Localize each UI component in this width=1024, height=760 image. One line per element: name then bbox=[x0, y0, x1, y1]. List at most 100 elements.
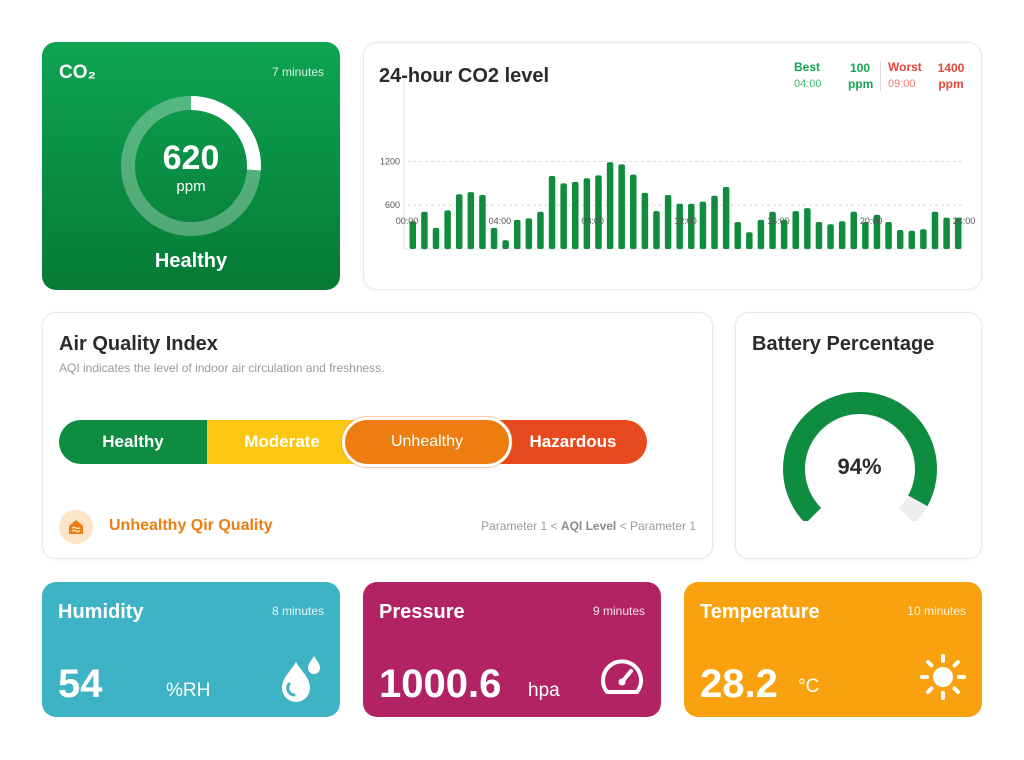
chart-bar bbox=[792, 211, 799, 249]
humidity-value: 54 bbox=[58, 662, 103, 706]
stat-divider bbox=[880, 61, 881, 91]
co2-card[interactable]: CO₂ 7 minutes 620 ppm Healthy bbox=[42, 42, 340, 290]
chart-bar bbox=[827, 224, 834, 249]
chart-bar bbox=[896, 230, 904, 249]
worst-value: 1400 ppm bbox=[934, 60, 968, 92]
best-label: Best bbox=[794, 60, 821, 74]
co2-bar-chart: 600 1200 00:00 04:00 08:00 12:00 16:00 20:00 24:… bbox=[380, 81, 975, 250]
chart-bar bbox=[479, 195, 486, 249]
chart-bar bbox=[641, 192, 649, 249]
sun-icon bbox=[920, 654, 966, 700]
chart-bar bbox=[513, 219, 521, 249]
chart-x-tick-label: 08:00 bbox=[581, 216, 604, 226]
aqi-title: Air Quality Index bbox=[59, 333, 218, 355]
chart-x-tick-label: 04:00 bbox=[489, 216, 512, 226]
breadcrumb-current: AQI Level bbox=[560, 519, 617, 533]
chart-bar bbox=[595, 175, 602, 249]
chart-bar bbox=[815, 222, 823, 249]
chart-bar bbox=[560, 183, 567, 249]
home-air-icon bbox=[69, 520, 83, 534]
chart-bar bbox=[862, 222, 869, 249]
aqi-segment-unhealthy-selected[interactable]: Unhealthy bbox=[342, 417, 512, 467]
worst-time: 09:00 bbox=[888, 78, 916, 90]
chart-bar bbox=[548, 176, 556, 249]
best-time: 04:00 bbox=[794, 78, 822, 90]
chart-bar bbox=[421, 211, 428, 249]
chart-bar bbox=[630, 174, 637, 249]
aqi-card: Air Quality Index AQI indicates the leve… bbox=[42, 312, 713, 559]
aqi-segment-healthy[interactable]: Healthy bbox=[59, 420, 207, 464]
temperature-card[interactable]: Temperature 10 minutes 28.2 °C bbox=[684, 582, 982, 717]
breadcrumb-left[interactable]: Parameter 1 bbox=[481, 519, 548, 533]
pressure-value: 1000.6 bbox=[379, 662, 502, 706]
aqi-segment-moderate[interactable]: Moderate bbox=[207, 420, 357, 464]
chart-bar bbox=[618, 164, 625, 249]
co2-value: 620 bbox=[162, 139, 220, 177]
co2-title: CO₂ bbox=[59, 62, 96, 83]
chart-bar bbox=[931, 211, 939, 249]
chart-bar bbox=[722, 187, 730, 249]
chart-y-tick-label: 1200 bbox=[380, 156, 400, 166]
battery-card: Battery Percentage 94% bbox=[735, 312, 982, 559]
chart-bar bbox=[954, 217, 962, 249]
humidity-title: Humidity bbox=[58, 601, 144, 623]
chart-bar bbox=[711, 195, 718, 249]
humidity-updated-time: 8 minutes bbox=[271, 604, 324, 618]
chart-bar bbox=[850, 211, 858, 249]
chart-bar bbox=[525, 218, 533, 249]
worst-value-unit: ppm bbox=[938, 77, 964, 91]
best-value: 100 ppm bbox=[848, 60, 874, 92]
breadcrumb-right[interactable]: Parameter 1 bbox=[629, 519, 696, 533]
chart-bar bbox=[432, 227, 440, 249]
chart-bar bbox=[757, 219, 765, 249]
chart-bar bbox=[653, 211, 660, 249]
worst-label: Worst bbox=[888, 60, 922, 74]
aqi-status-text: Unhealthy Qir Quality bbox=[109, 517, 273, 534]
co2-ring-gauge bbox=[121, 96, 261, 236]
co2-unit: ppm bbox=[176, 178, 206, 195]
breadcrumb-sep: < bbox=[550, 519, 558, 533]
aqi-breadcrumb: Parameter 1 < AQI Level < Parameter 1 bbox=[481, 519, 696, 533]
chart-bar bbox=[606, 162, 614, 249]
aqi-status-icon bbox=[59, 510, 93, 544]
chart-y-tick-label: 600 bbox=[385, 200, 400, 210]
chart-bar bbox=[769, 211, 776, 249]
humidity-card[interactable]: Humidity 8 minutes 54 %RH bbox=[42, 582, 340, 717]
battery-title: Battery Percentage bbox=[752, 333, 935, 355]
water-drops-icon bbox=[282, 656, 320, 702]
chart-bar bbox=[490, 227, 498, 249]
chart-x-tick-label: 00:00 bbox=[396, 216, 419, 226]
pressure-title: Pressure bbox=[379, 601, 465, 623]
temperature-value: 28.2 bbox=[700, 662, 778, 706]
chart-title: 24-hour CO2 level bbox=[379, 65, 550, 87]
aqi-description: AQI indicates the level of indoor air ci… bbox=[59, 361, 385, 375]
aqi-segment-hazardous[interactable]: Hazardous bbox=[499, 420, 647, 464]
temperature-title: Temperature bbox=[700, 601, 820, 623]
chart-x-tick-label: 16:00 bbox=[767, 216, 790, 226]
gauge-icon bbox=[601, 659, 643, 694]
chart-bar bbox=[444, 210, 451, 249]
chart-bar bbox=[734, 222, 741, 249]
chart-bar bbox=[746, 232, 753, 249]
chart-bar bbox=[885, 222, 892, 249]
battery-gauge bbox=[783, 392, 937, 521]
chart-bar bbox=[676, 203, 683, 249]
chart-bar bbox=[664, 195, 672, 249]
co2-chart-card: 24-hour CO2 level Best 04:00 100 ppm Wor… bbox=[363, 42, 982, 290]
chart-bar bbox=[908, 230, 916, 249]
chart-bar bbox=[804, 208, 811, 249]
chart-bar bbox=[688, 203, 695, 249]
temperature-updated-time: 10 minutes bbox=[907, 604, 966, 618]
chart-bar bbox=[583, 178, 591, 249]
pressure-card[interactable]: Pressure 9 minutes 1000.6 hpa bbox=[363, 582, 661, 717]
chart-bar bbox=[502, 240, 509, 249]
aqi-scale-bar: Healthy Moderate Hazardous Unhealthy bbox=[59, 417, 647, 467]
chart-bar bbox=[455, 194, 463, 249]
best-value-unit: ppm bbox=[848, 77, 874, 91]
chart-bar bbox=[873, 214, 881, 249]
chart-bar bbox=[467, 192, 475, 249]
chart-bar bbox=[838, 221, 846, 249]
humidity-unit: %RH bbox=[166, 680, 211, 701]
chart-bar bbox=[409, 221, 417, 249]
chart-x-tick-label: 12:00 bbox=[674, 216, 697, 226]
